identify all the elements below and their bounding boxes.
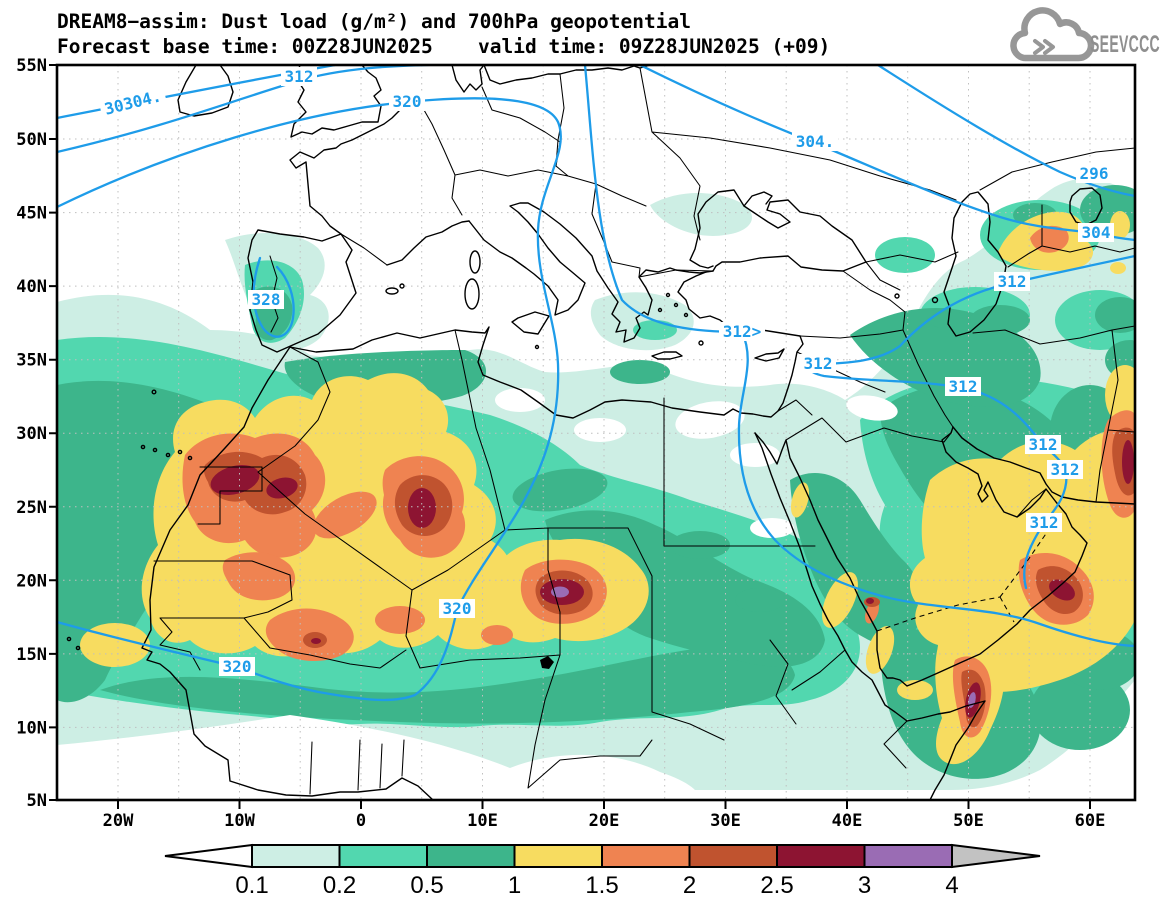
valid-time: valid time: 09Z28JUN2025 (+09) — [478, 35, 830, 58]
contour-label: 30304. — [103, 86, 164, 118]
contour-label: 312 — [1029, 435, 1058, 454]
colorbar-over-arrow — [951, 843, 1041, 869]
colorbar-segment — [601, 844, 691, 868]
seevccc-logo: SEEVCCC — [1010, 7, 1160, 62]
axis-ticks — [49, 64, 1091, 809]
contour-label: 312 — [1051, 460, 1080, 479]
contour-label: 320 — [223, 657, 252, 676]
lat-label: 50N — [16, 130, 47, 150]
lon-label: 10E — [467, 811, 498, 831]
geopotential-contours — [57, 65, 1135, 702]
y-axis-labels: 55N 50N 45N 40N 35N 30N 25N 20N 15N 10N … — [16, 56, 47, 811]
colorbar-tick: 2 — [683, 872, 696, 899]
colorbar-segment — [426, 844, 516, 868]
lat-label: 10N — [16, 718, 47, 738]
lon-label: 0 — [356, 811, 366, 831]
forecast-base-time: Forecast base time: 00Z28JUN2025 — [57, 35, 433, 58]
lon-label: 50E — [953, 811, 984, 831]
lon-label: 20W — [103, 811, 134, 831]
colorbar-labels: 0.1 0.2 0.5 1 1.5 2 2.5 3 4 — [235, 872, 958, 899]
colorbar-tick: 0.2 — [323, 872, 356, 899]
contour-label: 320 — [443, 599, 472, 618]
contour-label: 312 — [1030, 513, 1059, 532]
country-borders — [153, 67, 1135, 795]
contour-label: 312> — [723, 322, 762, 341]
colorbar-segment — [513, 844, 603, 868]
colorbar-segment — [863, 844, 953, 868]
chevrons-icon — [1033, 39, 1055, 55]
lat-label: 15N — [16, 645, 47, 665]
x-axis-labels: 20W 10W 0 10E 20E 30E 40E 50E 60E — [103, 811, 1106, 831]
lon-label: 40E — [832, 811, 863, 831]
colorbar: 0.1 0.2 0.5 1 1.5 2 2.5 3 4 — [164, 843, 1041, 899]
colorbar-tick: 3 — [858, 872, 871, 899]
logo-text: SEEVCCC — [1090, 31, 1160, 58]
colorbar-segment — [688, 844, 778, 868]
contour-label: 304. — [796, 132, 835, 151]
cloud-icon — [1010, 7, 1095, 62]
lat-label: 30N — [16, 424, 47, 444]
contour-label: 312 — [949, 377, 978, 396]
colorbar-tick: 2.5 — [760, 872, 793, 899]
lat-label: 35N — [16, 351, 47, 371]
contour-label: 320 — [393, 92, 422, 111]
contour-label: 304 — [1082, 223, 1111, 242]
contour-label: 312 — [285, 67, 314, 86]
lon-label: 60E — [1075, 811, 1106, 831]
lat-label: 45N — [16, 204, 47, 224]
contour-label: 296 — [1080, 164, 1109, 183]
chart-title: DREAM8−assim: Dust load (g/m²) and 700hP… — [57, 10, 691, 33]
lon-label: 30E — [710, 811, 741, 831]
lon-label: 10W — [224, 811, 255, 831]
colorbar-tick: 4 — [945, 872, 958, 899]
colorbar-tick: 0.1 — [235, 872, 268, 899]
colorbar-segment — [776, 844, 866, 868]
colorbar-segment — [251, 844, 341, 868]
colorbar-tick: 0.5 — [410, 872, 443, 899]
colorbar-tick: 1.5 — [585, 872, 618, 899]
dust-shading-level-2.5 — [210, 440, 1134, 718]
contour-label: 312 — [804, 354, 833, 373]
lat-label: 55N — [16, 56, 47, 76]
colorbar-tick: 1 — [508, 872, 521, 899]
colorbar-under-arrow — [164, 843, 253, 869]
lat-label: 25N — [16, 498, 47, 518]
contour-label: 312 — [998, 272, 1027, 291]
lon-label: 20E — [589, 811, 620, 831]
lat-label: 40N — [16, 277, 47, 297]
colorbar-segment — [338, 844, 428, 868]
lat-label: 5N — [27, 791, 47, 811]
contour-label: 328 — [252, 290, 281, 309]
lat-label: 20N — [16, 571, 47, 591]
